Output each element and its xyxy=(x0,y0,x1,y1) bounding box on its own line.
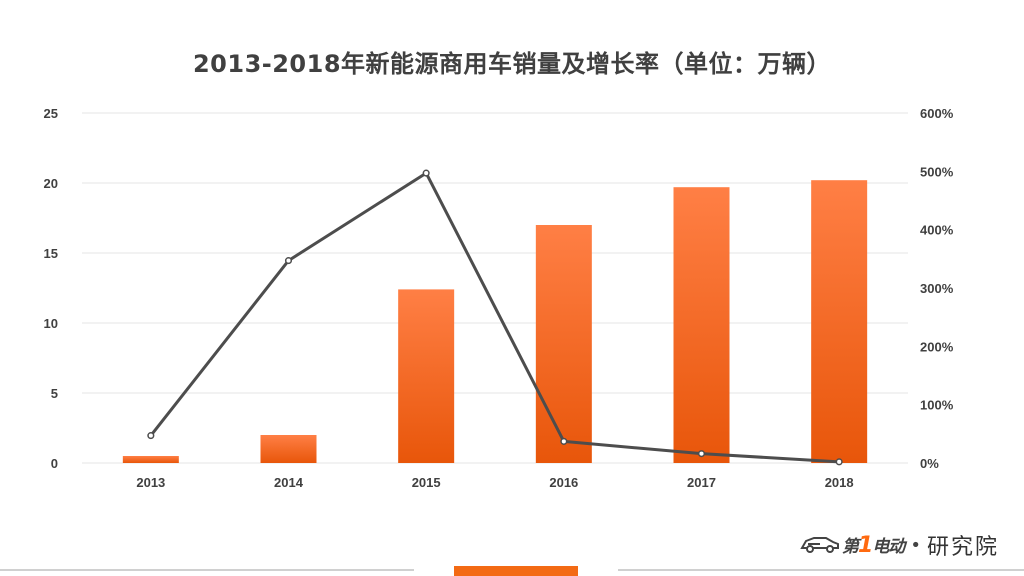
bar xyxy=(673,187,730,463)
line-point xyxy=(560,437,568,445)
line-point xyxy=(835,458,843,466)
bar xyxy=(122,456,179,463)
footer-accent-bar xyxy=(454,566,578,576)
bar xyxy=(535,225,592,463)
left-axis-tick-label: 10 xyxy=(44,316,58,331)
right-axis-tick-label: 300% xyxy=(920,281,954,296)
grid-lines xyxy=(82,112,908,464)
bar xyxy=(811,180,868,463)
bar xyxy=(398,289,455,463)
right-axis-tick-label: 100% xyxy=(920,398,954,413)
line-point xyxy=(422,169,430,177)
brand-suffix: 研究院 xyxy=(926,535,999,560)
brand-logo-text: 第1电动 xyxy=(842,533,905,558)
bar xyxy=(260,435,317,463)
left-axis-tick-label: 0 xyxy=(51,456,58,471)
line-point xyxy=(697,450,706,458)
right-axis-ticks: 0% 100% 200% 300% 400% 500% 600% xyxy=(920,106,954,471)
x-axis-tick-label: 2016 xyxy=(549,475,578,490)
bar-series xyxy=(122,180,868,463)
brand-logo: 第1电动 • 研究院 xyxy=(800,528,1000,562)
line-series xyxy=(147,169,843,466)
left-axis-tick-label: 5 xyxy=(51,386,58,401)
chart-title: 2013-2018年新能源商用车销量及增长率（单位：万辆） xyxy=(192,50,832,78)
left-axis-tick-label: 15 xyxy=(44,246,58,261)
growth-line xyxy=(149,171,840,464)
footer-line-left xyxy=(0,569,414,571)
line-point xyxy=(147,432,155,440)
left-axis-ticks: 0 5 10 15 20 25 xyxy=(44,106,58,471)
x-axis-tick-label: 2013 xyxy=(136,475,165,490)
left-axis-tick-label: 25 xyxy=(44,106,58,121)
right-axis-tick-label: 600% xyxy=(920,106,954,121)
x-axis-tick-label: 2015 xyxy=(412,475,441,490)
line-point xyxy=(284,257,293,265)
left-axis-tick-label: 20 xyxy=(44,176,58,191)
x-axis-tick-label: 2018 xyxy=(825,475,854,490)
x-axis-tick-label: 2017 xyxy=(687,475,716,490)
car-icon xyxy=(800,532,840,558)
x-axis-ticks: 2013 2014 2015 2016 2017 2018 xyxy=(136,475,853,490)
brand-separator: • xyxy=(910,534,921,556)
right-axis-tick-label: 200% xyxy=(920,339,954,354)
right-axis-tick-label: 400% xyxy=(920,223,954,238)
x-axis-tick-label: 2014 xyxy=(274,475,304,490)
footer-line-right xyxy=(618,569,1024,571)
right-axis-tick-label: 500% xyxy=(920,164,954,179)
right-axis-tick-label: 0% xyxy=(920,456,939,471)
